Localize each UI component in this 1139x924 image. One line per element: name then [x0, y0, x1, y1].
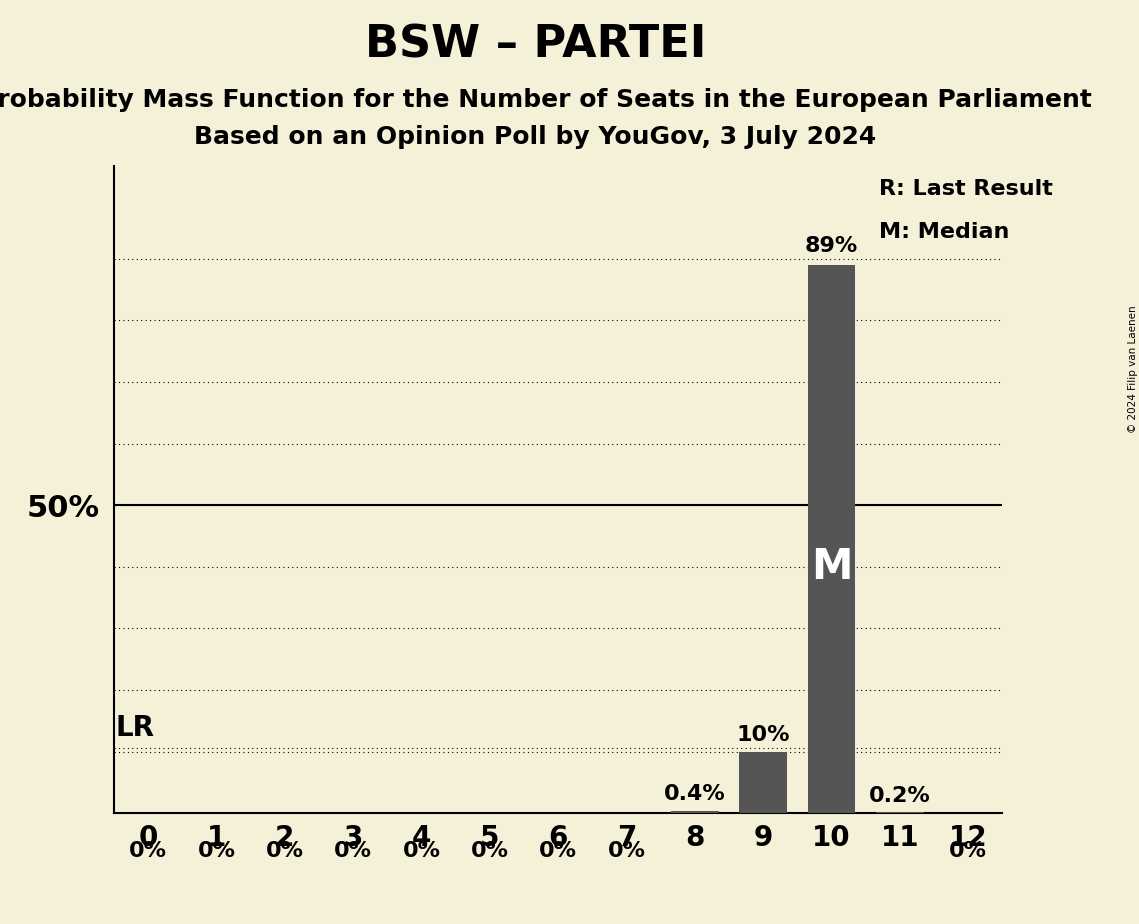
Text: 0%: 0% — [539, 841, 577, 861]
Text: 0%: 0% — [334, 841, 372, 861]
Text: 0.4%: 0.4% — [664, 784, 726, 805]
Text: R: Last Result: R: Last Result — [879, 178, 1054, 199]
Text: 0%: 0% — [197, 841, 236, 861]
Text: 0%: 0% — [470, 841, 509, 861]
Text: 89%: 89% — [805, 236, 858, 256]
Text: © 2024 Filip van Laenen: © 2024 Filip van Laenen — [1129, 306, 1138, 433]
Text: 10%: 10% — [737, 725, 789, 746]
Text: BSW – PARTEI: BSW – PARTEI — [364, 23, 706, 67]
Text: 0.2%: 0.2% — [869, 785, 931, 806]
Text: 0%: 0% — [129, 841, 167, 861]
Text: M: Median: M: Median — [879, 222, 1009, 242]
Text: M: M — [811, 546, 852, 588]
Bar — [808, 265, 855, 813]
Text: 0%: 0% — [402, 841, 441, 861]
Bar — [671, 810, 719, 813]
Text: Based on an Opinion Poll by YouGov, 3 July 2024: Based on an Opinion Poll by YouGov, 3 Ju… — [195, 125, 876, 149]
Text: 0%: 0% — [949, 841, 988, 861]
Bar — [739, 751, 787, 813]
Text: 0%: 0% — [265, 841, 304, 861]
Text: Probability Mass Function for the Number of Seats in the European Parliament: Probability Mass Function for the Number… — [0, 88, 1092, 112]
Bar — [876, 812, 924, 813]
Text: LR: LR — [115, 714, 154, 742]
Text: 0%: 0% — [607, 841, 646, 861]
